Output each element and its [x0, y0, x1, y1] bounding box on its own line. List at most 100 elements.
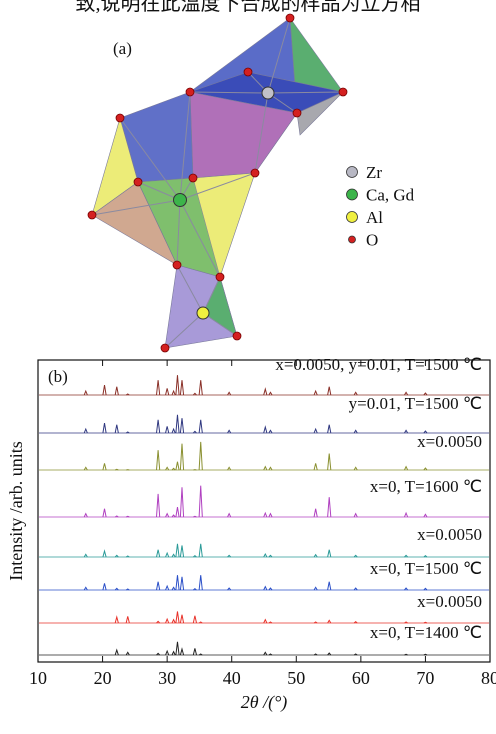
peak — [84, 391, 87, 395]
peak — [180, 418, 183, 433]
peak — [199, 420, 202, 433]
peak — [115, 617, 118, 623]
peak — [166, 586, 169, 590]
peak — [172, 391, 175, 395]
peak — [180, 577, 183, 590]
peak — [193, 616, 196, 623]
peak — [172, 620, 175, 623]
series-label: x=0.0050, y=0.01, T=1500 ℃ — [275, 355, 482, 374]
peak — [404, 467, 407, 470]
peak — [172, 652, 175, 655]
peak — [314, 391, 317, 395]
legend-swatch — [347, 212, 358, 223]
peak — [180, 649, 183, 655]
peak — [166, 553, 169, 557]
peak — [176, 415, 179, 433]
peak — [328, 454, 331, 471]
series-label: x=0.0050 — [417, 592, 482, 611]
peak — [180, 380, 183, 395]
peak — [157, 494, 160, 517]
peak — [176, 544, 179, 557]
peak — [199, 442, 202, 470]
peak — [264, 389, 267, 395]
xrd-chart: (b)10203040506070802θ /(°)Intensity /arb… — [6, 355, 496, 713]
peak — [166, 619, 169, 623]
x-tick-label: 20 — [94, 668, 112, 688]
peak — [264, 467, 267, 470]
peak — [328, 497, 331, 517]
x-tick-label: 80 — [481, 668, 496, 688]
peak — [157, 380, 160, 395]
series-label: x=0, T=1500 ℃ — [370, 559, 482, 578]
peak — [157, 550, 160, 557]
crystal-structure: (a) — [88, 14, 347, 352]
legend-swatch — [347, 189, 358, 200]
peak — [166, 651, 169, 655]
peak — [176, 611, 179, 623]
peak — [199, 544, 202, 557]
peak — [264, 554, 267, 557]
series-label: x=0, T=1600 ℃ — [370, 477, 482, 496]
peak — [84, 429, 87, 433]
peak — [103, 463, 106, 470]
peak — [115, 650, 118, 655]
peak — [103, 583, 106, 590]
legend-label: Al — [366, 208, 383, 227]
peak — [176, 642, 179, 655]
x-tick-label: 10 — [29, 668, 47, 688]
peak — [193, 648, 196, 655]
legend: Zr Ca, Gd Al O — [347, 163, 415, 250]
ca-gd-atom — [174, 194, 187, 207]
peak — [157, 420, 160, 433]
peak — [269, 514, 272, 517]
al-atom — [197, 307, 209, 319]
peak — [126, 616, 129, 623]
peak — [264, 620, 267, 623]
peak — [199, 380, 202, 395]
peak — [328, 425, 331, 433]
peak — [199, 486, 202, 517]
peak — [176, 575, 179, 590]
peak — [264, 513, 267, 517]
panel-label: (a) — [113, 39, 132, 58]
peak — [166, 514, 169, 517]
legend-label: O — [366, 231, 378, 250]
peak — [166, 426, 169, 433]
x-tick-label: 70 — [416, 668, 434, 688]
figure: 致,说明在此温度下合成的样品为立方相 — [0, 0, 496, 734]
peak — [166, 388, 169, 395]
peak — [328, 550, 331, 557]
peak — [103, 509, 106, 517]
x-tick-label: 60 — [352, 668, 370, 688]
header-text: 致,说明在此温度下合成的样品为立方相 — [76, 0, 421, 15]
zr-atom — [262, 87, 274, 99]
peak — [103, 385, 106, 395]
series-label: x=0, T=1400 ℃ — [370, 623, 482, 642]
legend-label: Ca, Gd — [366, 186, 415, 205]
series-label: x=0.0050 — [417, 525, 482, 544]
peak — [264, 587, 267, 590]
peak — [264, 427, 267, 433]
x-tick-label: 30 — [158, 668, 176, 688]
peak — [84, 514, 87, 517]
peak — [404, 513, 407, 517]
peak — [354, 514, 357, 517]
peak — [176, 462, 179, 470]
peak — [314, 463, 317, 470]
legend-swatch — [349, 236, 356, 243]
peak — [176, 375, 179, 395]
x-axis-title: 2θ /(°) — [241, 692, 288, 713]
peak — [199, 575, 202, 590]
peak — [180, 444, 183, 470]
x-tick-label: 50 — [287, 668, 305, 688]
peak — [180, 615, 183, 623]
peak — [176, 507, 179, 517]
series-label: y=0.01, T=1500 ℃ — [349, 394, 482, 413]
peak — [314, 509, 317, 517]
peak — [314, 429, 317, 433]
peak — [115, 387, 118, 395]
legend-label: Zr — [366, 163, 382, 182]
peak — [328, 582, 331, 590]
peak — [157, 450, 160, 470]
series-label: x=0.0050 — [417, 432, 482, 451]
